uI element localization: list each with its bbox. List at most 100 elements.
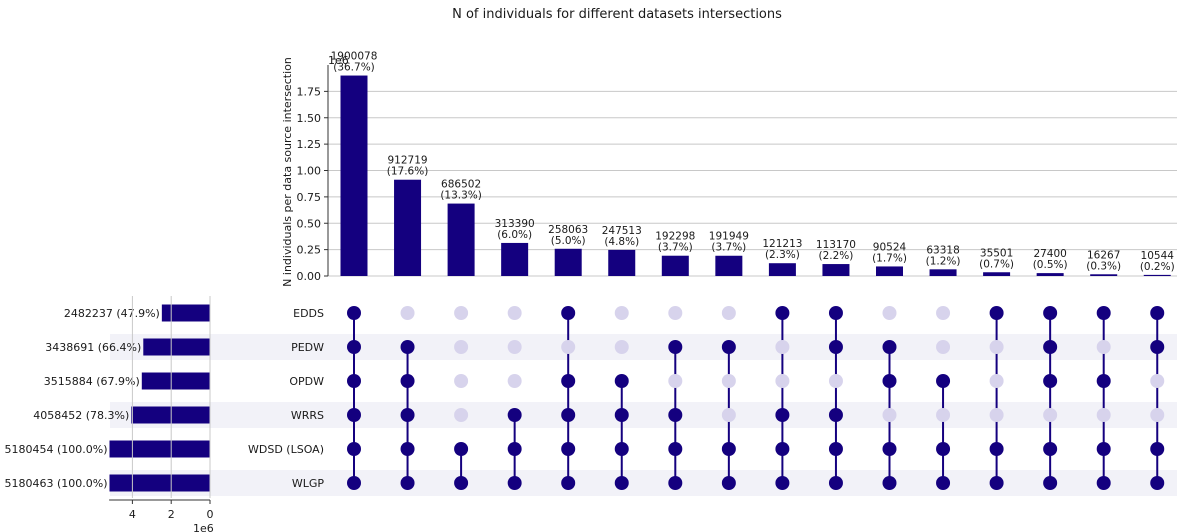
set-name-label: OPDW (289, 375, 324, 388)
matrix-dot-active (347, 442, 361, 456)
set-name-label: WRRS (291, 409, 324, 422)
matrix-dot-active (400, 340, 415, 354)
matrix-dot-active (775, 306, 790, 320)
set-size-axis: 4 2 0 (109, 296, 214, 521)
y-scale-label: 1e6 (328, 54, 349, 67)
matrix-dot-active (614, 442, 629, 456)
bar-percent-label: (1.2%) (926, 255, 961, 267)
matrix-dot-active (668, 408, 683, 422)
matrix-dot-inactive (721, 408, 736, 422)
set-size-bar (131, 406, 210, 424)
matrix-dot-active (828, 442, 843, 456)
bar-gridlines (328, 90, 1177, 277)
matrix-dot-active (1043, 340, 1058, 354)
matrix-dot-active (936, 476, 951, 490)
matrix-dot-active (668, 340, 683, 354)
y-tick-label: 0.50 (297, 217, 322, 230)
y-tick-label: 1.25 (297, 138, 322, 151)
bar-count-label: 27400 (1033, 248, 1066, 260)
matrix-dot-active (721, 340, 736, 354)
matrix-dot-active (1150, 340, 1165, 354)
matrix-row-stripe (110, 334, 1177, 360)
y-tick-label: 0.25 (297, 244, 322, 257)
matrix-dot-active (828, 476, 843, 490)
matrix-dot-active (1096, 442, 1111, 456)
bar-percent-label: (0.7%) (979, 258, 1014, 270)
matrix-dot-active (1150, 476, 1165, 490)
matrix-dot-active (882, 374, 897, 388)
matrix-stripes (110, 334, 1177, 496)
matrix-dot-active (561, 442, 576, 456)
matrix-dot-inactive (882, 408, 897, 422)
set-size-tick-label: 4 (129, 508, 136, 521)
matrix-dot-inactive (936, 408, 951, 422)
bar-percent-label: (36.7%) (333, 62, 375, 74)
matrix-dot-inactive (828, 374, 843, 388)
matrix-dot-active (400, 442, 415, 456)
matrix-dot-inactive (400, 306, 415, 320)
set-name-label: EDDS (293, 307, 324, 320)
matrix-dot-active (347, 476, 361, 490)
set-size-bar (143, 338, 210, 356)
matrix-dot-active (1096, 374, 1111, 388)
matrix-dot-active (1150, 442, 1165, 456)
y-tick-label: 0.75 (297, 191, 322, 204)
bar-percent-label: (3.7%) (711, 242, 746, 254)
set-name-label: WLGP (292, 477, 325, 490)
matrix-dot-active (1096, 306, 1111, 320)
matrix-dot-active (721, 476, 736, 490)
chart-title: N of individuals for different datasets … (452, 7, 782, 22)
matrix-dot-inactive (882, 306, 897, 320)
bar-count-label: 63318 (926, 244, 959, 256)
matrix-dot-inactive (561, 340, 576, 354)
set-size-bars: 2482237 (47.9%) 3438691 (66.4%) 3515884 (6… (4, 304, 210, 492)
matrix-dot-active (1043, 374, 1058, 388)
intersection-bar (340, 75, 368, 276)
matrix-dot-inactive (668, 306, 683, 320)
matrix-dot-active (561, 476, 576, 490)
intersection-bar (822, 264, 850, 276)
matrix-dot-inactive (775, 340, 790, 354)
intersection-bar (1090, 274, 1118, 276)
matrix-dot-inactive (614, 340, 629, 354)
intersection-bar (394, 179, 422, 276)
matrix-dot-active (561, 408, 576, 422)
set-size-scale-label: 1e6 (193, 522, 214, 532)
matrix-dot-inactive (1150, 374, 1165, 388)
matrix-dot-active (989, 442, 1004, 456)
matrix-dot-active (347, 340, 361, 354)
bar-percent-label: (2.3%) (765, 249, 800, 261)
matrix-dot-active (400, 476, 415, 490)
matrix-dot-inactive (936, 306, 951, 320)
matrix-dot-inactive (454, 306, 469, 320)
matrix-dot-active (347, 408, 361, 422)
matrix-dot-active (347, 374, 361, 388)
bar-percent-label: (2.2%) (819, 250, 854, 262)
bar-percent-label: (1.7%) (872, 252, 907, 264)
y-axis-label: N individuals per data source intersecti… (281, 57, 294, 287)
bar-percent-label: (5.0%) (551, 235, 586, 247)
matrix-dot-inactive (775, 374, 790, 388)
intersection-bar (447, 203, 475, 276)
matrix-dot-inactive (936, 340, 951, 354)
matrix-dot-active (668, 476, 683, 490)
matrix-dot-active (454, 442, 469, 456)
matrix-dot-inactive (721, 374, 736, 388)
intersection-bar (876, 266, 903, 276)
matrix-dot-active (775, 408, 790, 422)
matrix-dot-active (614, 408, 629, 422)
bar-percent-label: (4.8%) (604, 236, 639, 248)
bar-percent-label: (0.2%) (1140, 261, 1175, 273)
matrix-dot-active (614, 374, 629, 388)
bar-count-label: 247513 (602, 225, 642, 237)
matrix-dot-inactive (668, 374, 683, 388)
intersection-bar (983, 272, 1011, 276)
matrix-dot-active (561, 306, 576, 320)
set-size-label: 4058452 (78.3%) (33, 409, 129, 422)
bar-count-label: 10544 (1141, 250, 1175, 262)
bar-percent-label: (6.0%) (497, 229, 532, 241)
bar-count-label: 1900078 (331, 51, 378, 63)
intersection-bar (929, 269, 957, 276)
bar-count-label: 192298 (655, 231, 695, 243)
